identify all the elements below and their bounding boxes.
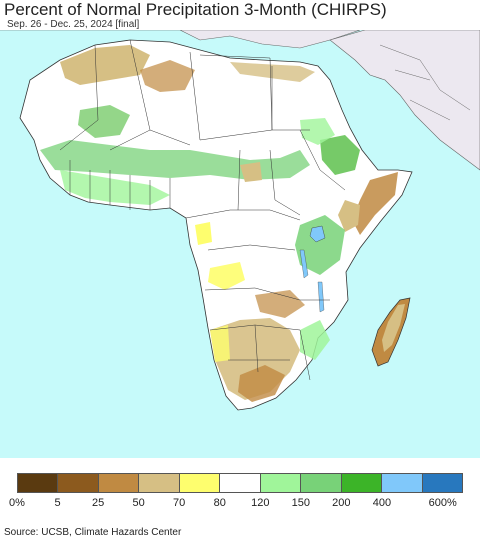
legend-swatch — [422, 474, 462, 492]
legend-swatch — [220, 474, 261, 492]
map-title: Percent of Normal Precipitation 3-Month … — [4, 0, 387, 19]
lake-malawi — [317, 281, 325, 313]
legend-tick-label: 120 — [251, 497, 270, 509]
zambia-dry-patch — [255, 290, 305, 318]
morocco-dry-region — [60, 45, 150, 85]
legend-tick-label: 0% — [9, 497, 25, 509]
legend-tick-label: 70 — [173, 497, 186, 509]
ethiopia-wet — [320, 135, 360, 175]
color-legend — [17, 473, 463, 493]
legend-tick-label: 200 — [332, 497, 351, 509]
source-credit: Source: UCSB, Climate Hazards Center — [4, 527, 182, 538]
middle-east-borders — [379, 44, 471, 121]
lake-tanganyika — [299, 249, 309, 279]
libya-egypt-dry — [230, 62, 315, 82]
europe-landmass — [0, 30, 361, 49]
legend-tick-label: 600% — [428, 497, 457, 509]
legend-tick-label: 5 — [54, 497, 61, 509]
ethiopia-light-wet — [300, 118, 335, 145]
legend-tick-label: 400 — [372, 497, 392, 509]
legend-swatch — [179, 474, 221, 492]
central-africa-dry-patch — [240, 162, 262, 182]
lake-victoria — [309, 225, 326, 243]
gabon-dry-patch — [195, 222, 212, 245]
madagascar-dry — [382, 304, 405, 352]
legend-swatch — [18, 474, 59, 492]
legend-swatch — [341, 474, 383, 492]
legend-tick-label: 25 — [91, 497, 105, 509]
legend-swatch — [301, 474, 342, 492]
legend-swatch — [260, 474, 302, 492]
west-africa-green — [60, 170, 170, 205]
west-sahel-wet-patch — [78, 105, 130, 138]
africa-precipitation-map — [0, 30, 480, 458]
date-range-subtitle: Sep. 26 - Dec. 25, 2024 [final] — [7, 19, 140, 30]
country-borders — [59, 39, 346, 381]
somalia-dry — [352, 172, 398, 235]
legend-swatch — [58, 474, 99, 492]
kenya-dry — [338, 200, 360, 232]
angola-dry-patch — [208, 262, 245, 290]
legend-tick-label: 80 — [213, 497, 226, 509]
legend-tick-labels: 0% 5 25 50 70 80 120 150 200 400 600% — [0, 497, 480, 511]
legend-tick-label: 150 — [291, 497, 310, 509]
legend-tick-label: 50 — [132, 497, 145, 509]
south-africa-very-dry — [238, 365, 285, 402]
algeria-dry-patch — [140, 60, 195, 92]
legend-swatch — [98, 474, 140, 492]
lake-victoria-region-wet — [295, 215, 345, 275]
legend-swatch — [139, 474, 180, 492]
namibia-dry — [210, 325, 230, 362]
legend-swatch — [382, 474, 423, 492]
arabian-peninsula — [329, 30, 480, 171]
mozambique-wet — [300, 320, 330, 360]
